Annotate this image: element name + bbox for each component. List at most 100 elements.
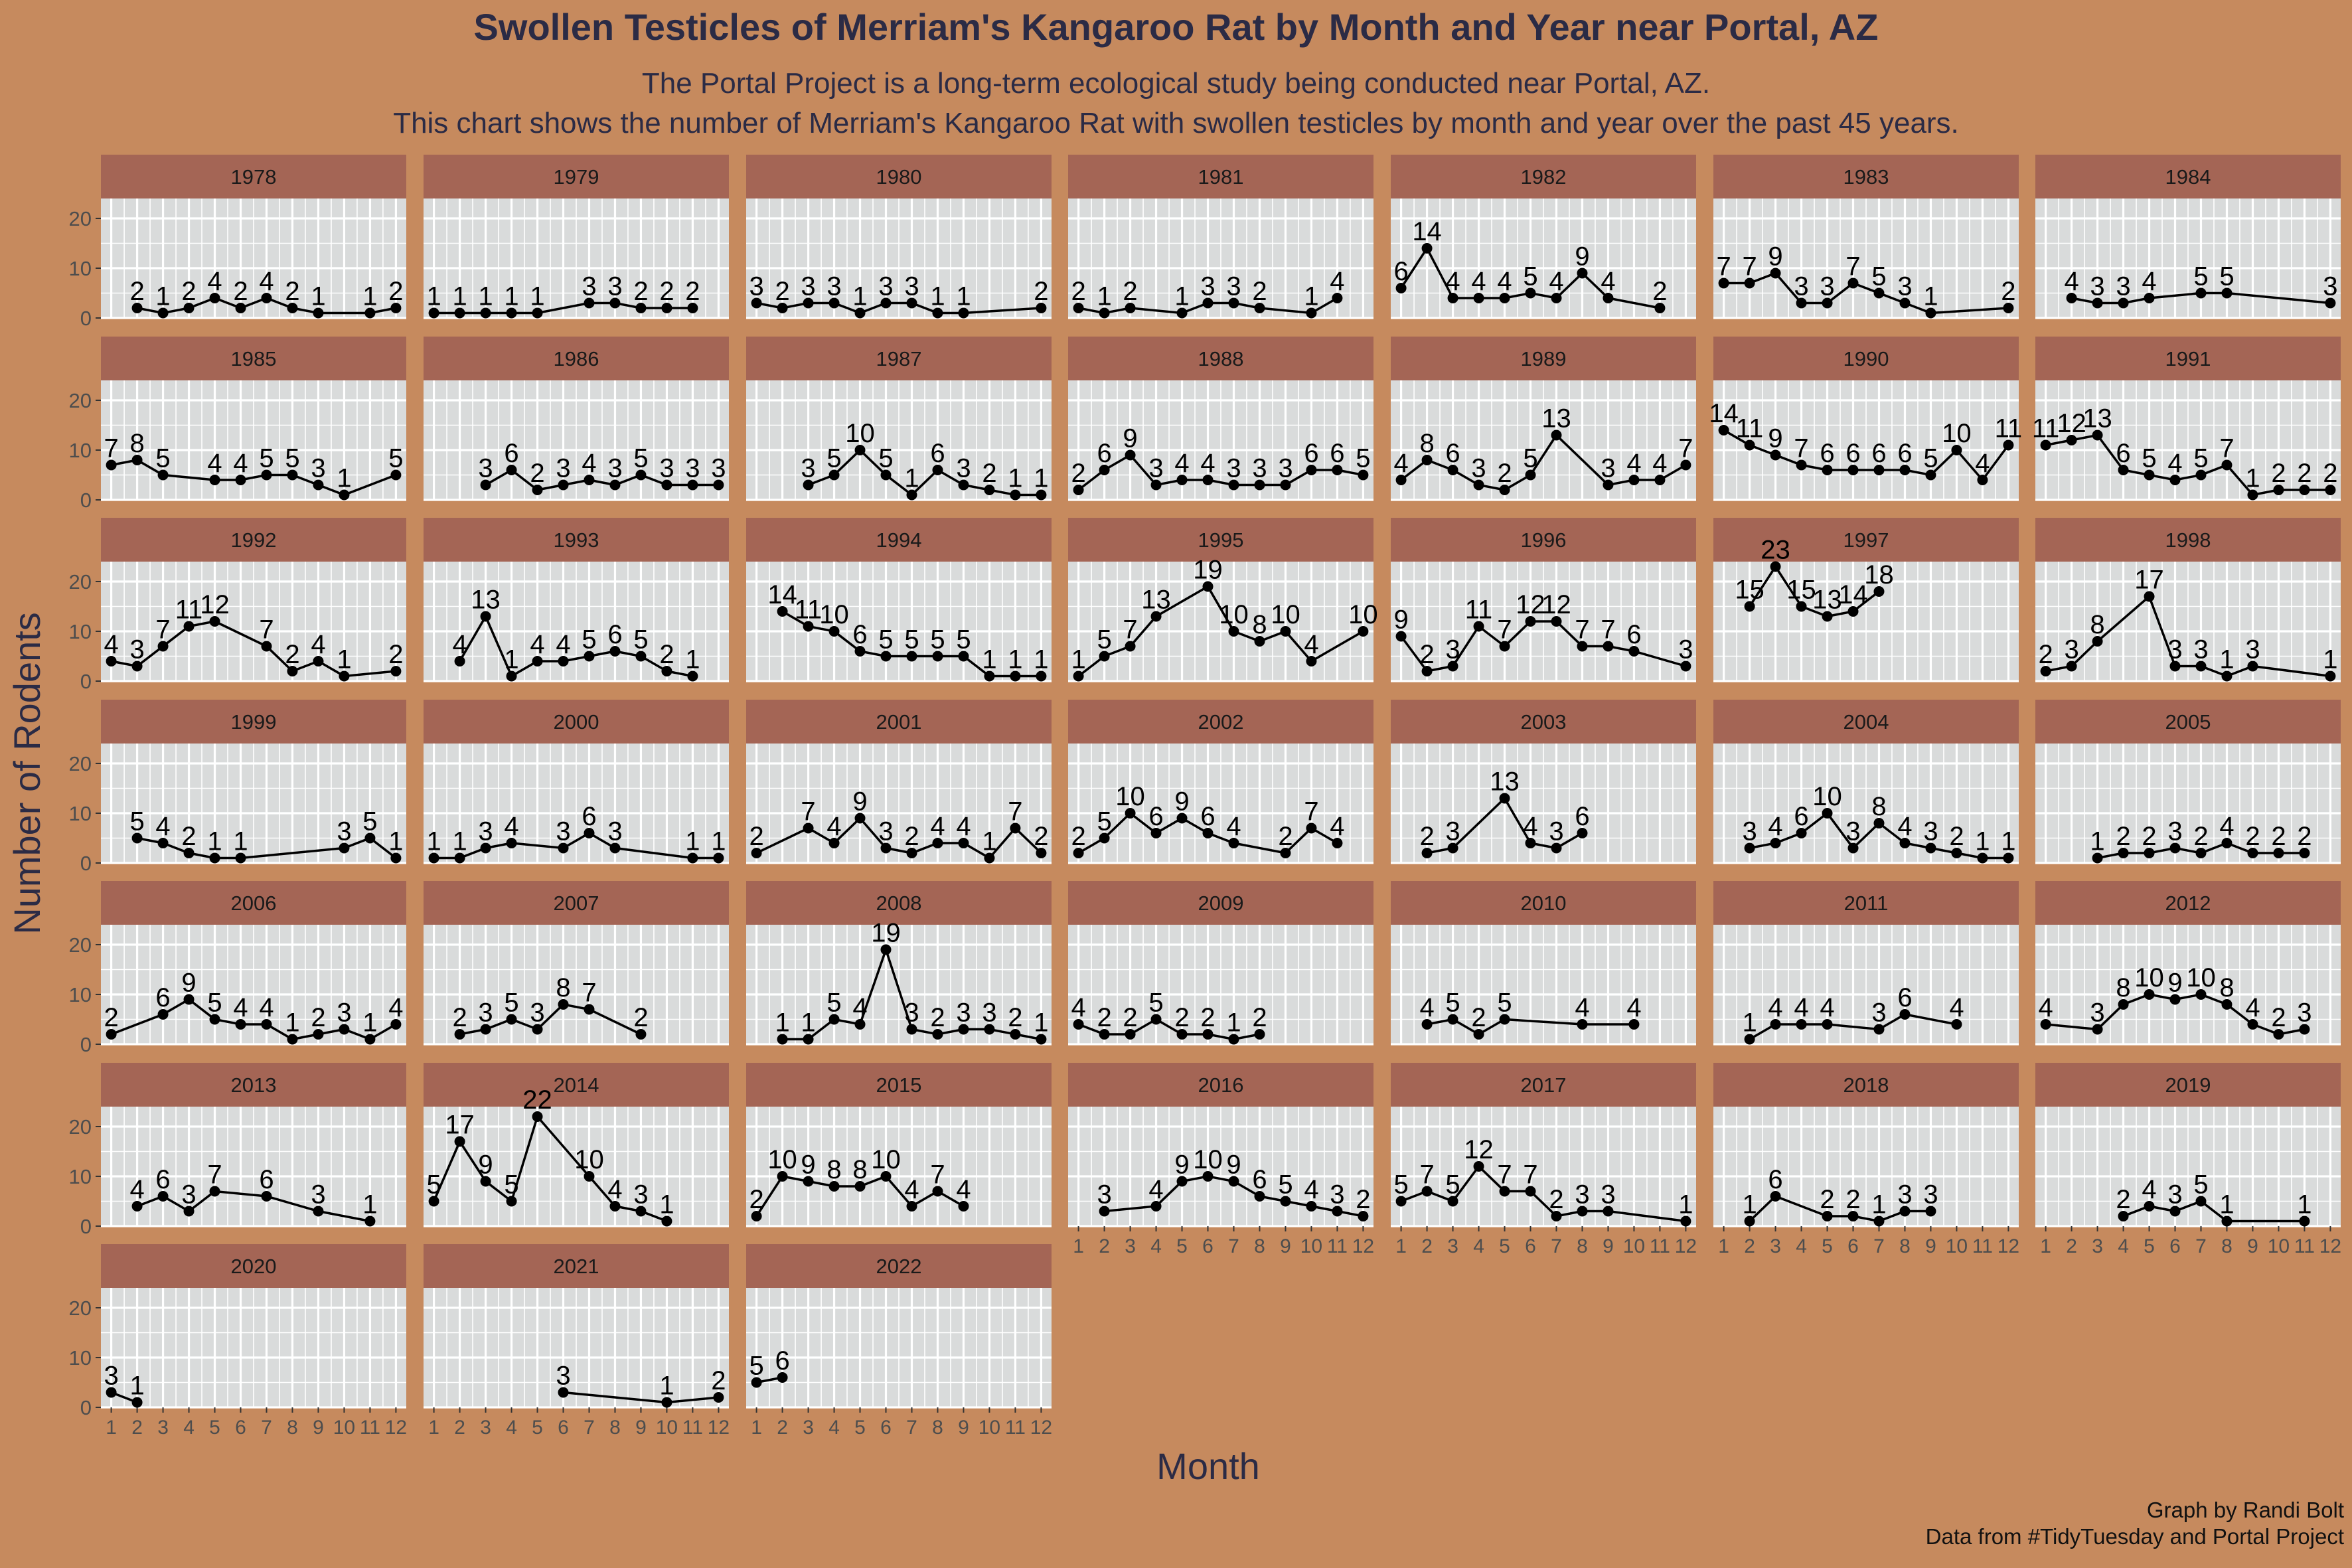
data-label: 17: [445, 1111, 475, 1140]
data-label: 3: [1252, 454, 1267, 483]
data-label: 5: [1097, 807, 1111, 836]
data-label: 5: [285, 444, 299, 473]
facet-strip-label: 1997: [1843, 528, 1889, 552]
data-label: 4: [2064, 267, 2078, 296]
data-point: [480, 1176, 491, 1187]
data-label: 4: [1768, 993, 1782, 1022]
data-point: [661, 479, 672, 491]
data-point: [1680, 459, 1691, 471]
data-point: [584, 1171, 595, 1182]
series-line-1979: [433, 301, 693, 315]
data-label: 4: [311, 630, 325, 659]
x-tick-label: 8: [609, 1417, 621, 1439]
data-label: 5: [1445, 1170, 1460, 1200]
data-label: 1: [1008, 645, 1022, 674]
facet-strip-label: 2020: [231, 1255, 277, 1278]
data-point: [1822, 1211, 1833, 1221]
data-label: 4: [956, 812, 971, 841]
data-point: [1796, 459, 1807, 471]
data-label: 9: [1768, 242, 1782, 272]
facet-strip: [101, 155, 406, 198]
data-label: 4: [452, 630, 467, 659]
data-label: 3: [2323, 272, 2337, 301]
data-point: [454, 307, 465, 319]
data-label: 4: [104, 630, 118, 659]
data-point: [661, 303, 672, 313]
facet-strip-label: 1994: [876, 528, 922, 552]
data-point: [2169, 661, 2181, 672]
data-point: [261, 1191, 272, 1202]
data-label: 4: [904, 1175, 919, 1204]
series-line-1992: [111, 620, 396, 678]
facet-strip-label: 2005: [2165, 710, 2211, 734]
data-label: 8: [826, 1155, 841, 1184]
data-point: [532, 1111, 543, 1122]
data-label: 7: [104, 434, 118, 463]
data-point: [880, 944, 892, 955]
data-label: 6: [1845, 439, 1860, 468]
data-label: 6: [1200, 802, 1215, 831]
data-point: [1202, 828, 1214, 838]
data-point: [880, 1171, 892, 1182]
data-label: 3: [1871, 998, 1886, 1028]
data-point: [1525, 287, 1536, 299]
data-label: 3: [1200, 272, 1215, 301]
data-point: [1499, 293, 1510, 303]
y-tick-label: 10: [69, 439, 92, 462]
x-tick-label: 5: [1499, 1235, 1510, 1257]
data-label: 6: [2116, 439, 2130, 468]
data-label: 9: [1174, 1150, 1189, 1180]
data-point: [1125, 449, 1136, 461]
facet-strip-label: 1987: [876, 347, 922, 370]
data-point: [454, 852, 465, 864]
data-point: [932, 651, 943, 662]
data-label: 4: [1304, 630, 1318, 659]
y-tick-label: 20: [69, 752, 92, 775]
data-label: 6: [1897, 439, 1912, 468]
data-label: 6: [1626, 620, 1641, 649]
data-point: [157, 838, 169, 848]
facet-strip: [1391, 155, 1696, 198]
data-label: 2: [1419, 640, 1434, 669]
data-label: 4: [556, 630, 570, 659]
data-label: 3: [1923, 817, 1938, 846]
facet-strip-label: 1983: [1843, 165, 1889, 189]
data-point: [1099, 465, 1110, 475]
data-label: 3: [2245, 635, 2260, 665]
x-tick-label: 8: [2221, 1235, 2233, 1257]
data-point: [880, 651, 892, 662]
data-label: 1: [2090, 827, 2104, 856]
data-label: 3: [1226, 454, 1241, 483]
data-label: 5: [207, 988, 222, 1018]
data-label: 3: [129, 635, 144, 665]
data-label: 5: [1356, 444, 1370, 473]
data-point: [803, 297, 814, 309]
data-label: 4: [2038, 993, 2053, 1022]
facet-strip-label: 2000: [554, 710, 599, 734]
data-point: [906, 1201, 917, 1212]
data-point: [1280, 1196, 1291, 1207]
y-tick-label: 0: [80, 1396, 92, 1419]
data-label: 7: [1123, 615, 1137, 645]
data-label: 4: [1226, 812, 1241, 841]
data-label: 1: [659, 1190, 674, 1219]
data-point: [2118, 848, 2129, 858]
data-label: 2: [104, 1003, 118, 1032]
data-point: [1603, 293, 1614, 303]
data-point: [2003, 852, 2014, 864]
data-label: 1: [982, 645, 996, 674]
data-point: [958, 1201, 969, 1212]
data-label: 2: [1845, 1185, 1860, 1214]
data-label: 5: [388, 444, 403, 473]
x-tick-label: 9: [313, 1417, 324, 1439]
subtitle-line-2: This chart shows the number of Merriam's…: [393, 107, 1959, 139]
data-point: [584, 651, 595, 662]
data-point: [428, 1196, 439, 1207]
data-label: 5: [878, 625, 893, 655]
data-point: [1847, 1211, 1859, 1221]
